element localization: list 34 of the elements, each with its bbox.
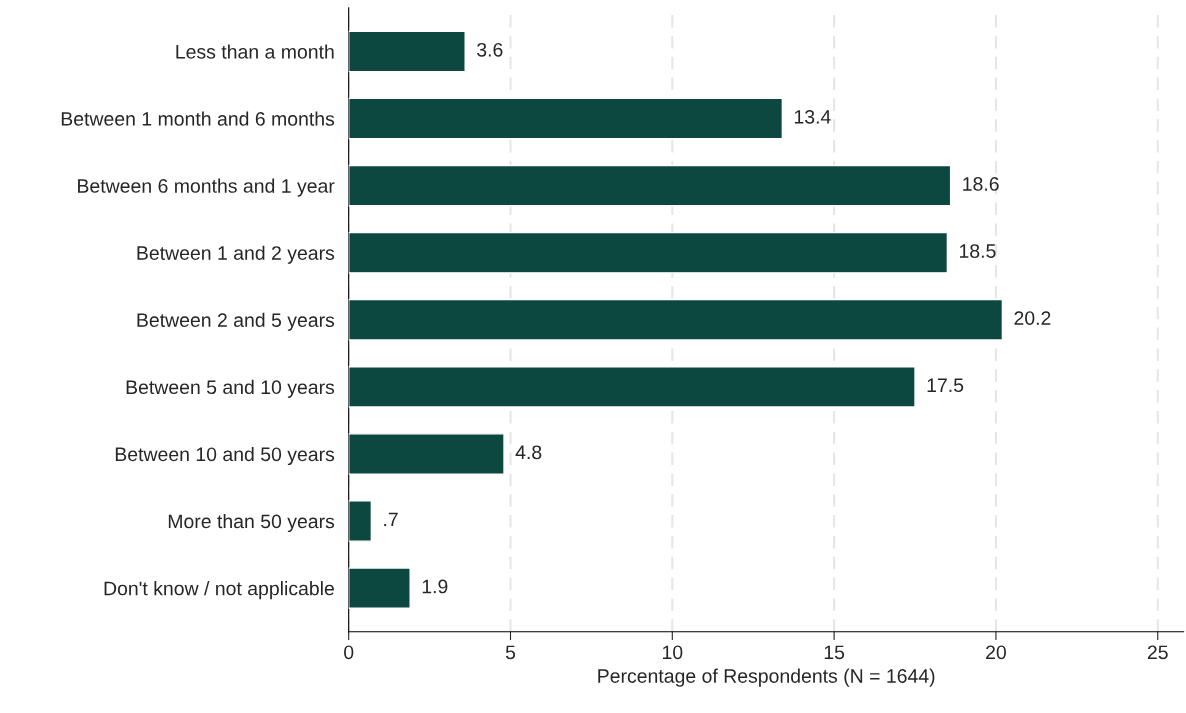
x-tick-label: 25 xyxy=(1147,645,1168,660)
y-tick-label: Less than a month xyxy=(176,44,334,59)
x-axis-title: Percentage of Respondents (N = 1644) xyxy=(598,668,935,687)
x-tick-label: 20 xyxy=(986,645,1006,660)
y-tick-label: Between 5 and 10 years xyxy=(126,379,335,398)
data-label: 17.5 xyxy=(927,378,964,393)
bar xyxy=(348,366,916,408)
data-label: 20.2 xyxy=(1014,311,1051,325)
bar xyxy=(348,500,373,542)
data-label: 13.4 xyxy=(794,109,831,124)
x-tick-label: 5 xyxy=(505,645,516,660)
y-tick-label: Don't know / not applicable xyxy=(104,581,334,600)
data-label: 4.8 xyxy=(515,445,542,460)
bar xyxy=(348,97,784,140)
x-tick-label: 15 xyxy=(824,645,845,660)
bar xyxy=(348,567,411,609)
bar xyxy=(348,231,949,274)
bar xyxy=(348,433,505,475)
bar xyxy=(348,164,952,207)
data-label: 1.9 xyxy=(422,579,448,594)
bar xyxy=(348,30,466,73)
x-tick-label: 10 xyxy=(662,645,683,660)
y-tick-label: Between 6 months and 1 year xyxy=(78,178,335,197)
bar xyxy=(348,298,1004,341)
y-tick-label: Between 2 and 5 years xyxy=(137,312,335,331)
data-label: 3.6 xyxy=(477,42,503,57)
y-tick-label: Between 10 and 50 years xyxy=(115,446,335,466)
y-tick-label: Between 1 and 2 years xyxy=(137,245,335,264)
x-tick-label: 0 xyxy=(344,645,354,660)
data-label: 18.6 xyxy=(963,177,999,191)
y-tick-label: Between 1 month and 6 months xyxy=(61,111,335,126)
data-label: 18.5 xyxy=(959,244,996,258)
y-tick-label: More than 50 years xyxy=(168,513,335,533)
data-label: .7 xyxy=(384,512,398,527)
